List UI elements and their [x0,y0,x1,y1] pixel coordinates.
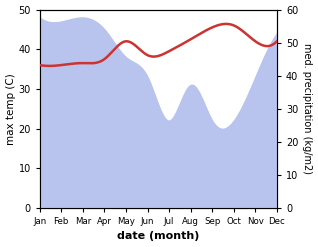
Y-axis label: max temp (C): max temp (C) [5,73,16,144]
X-axis label: date (month): date (month) [117,231,199,242]
Y-axis label: med. precipitation (kg/m2): med. precipitation (kg/m2) [302,43,313,174]
